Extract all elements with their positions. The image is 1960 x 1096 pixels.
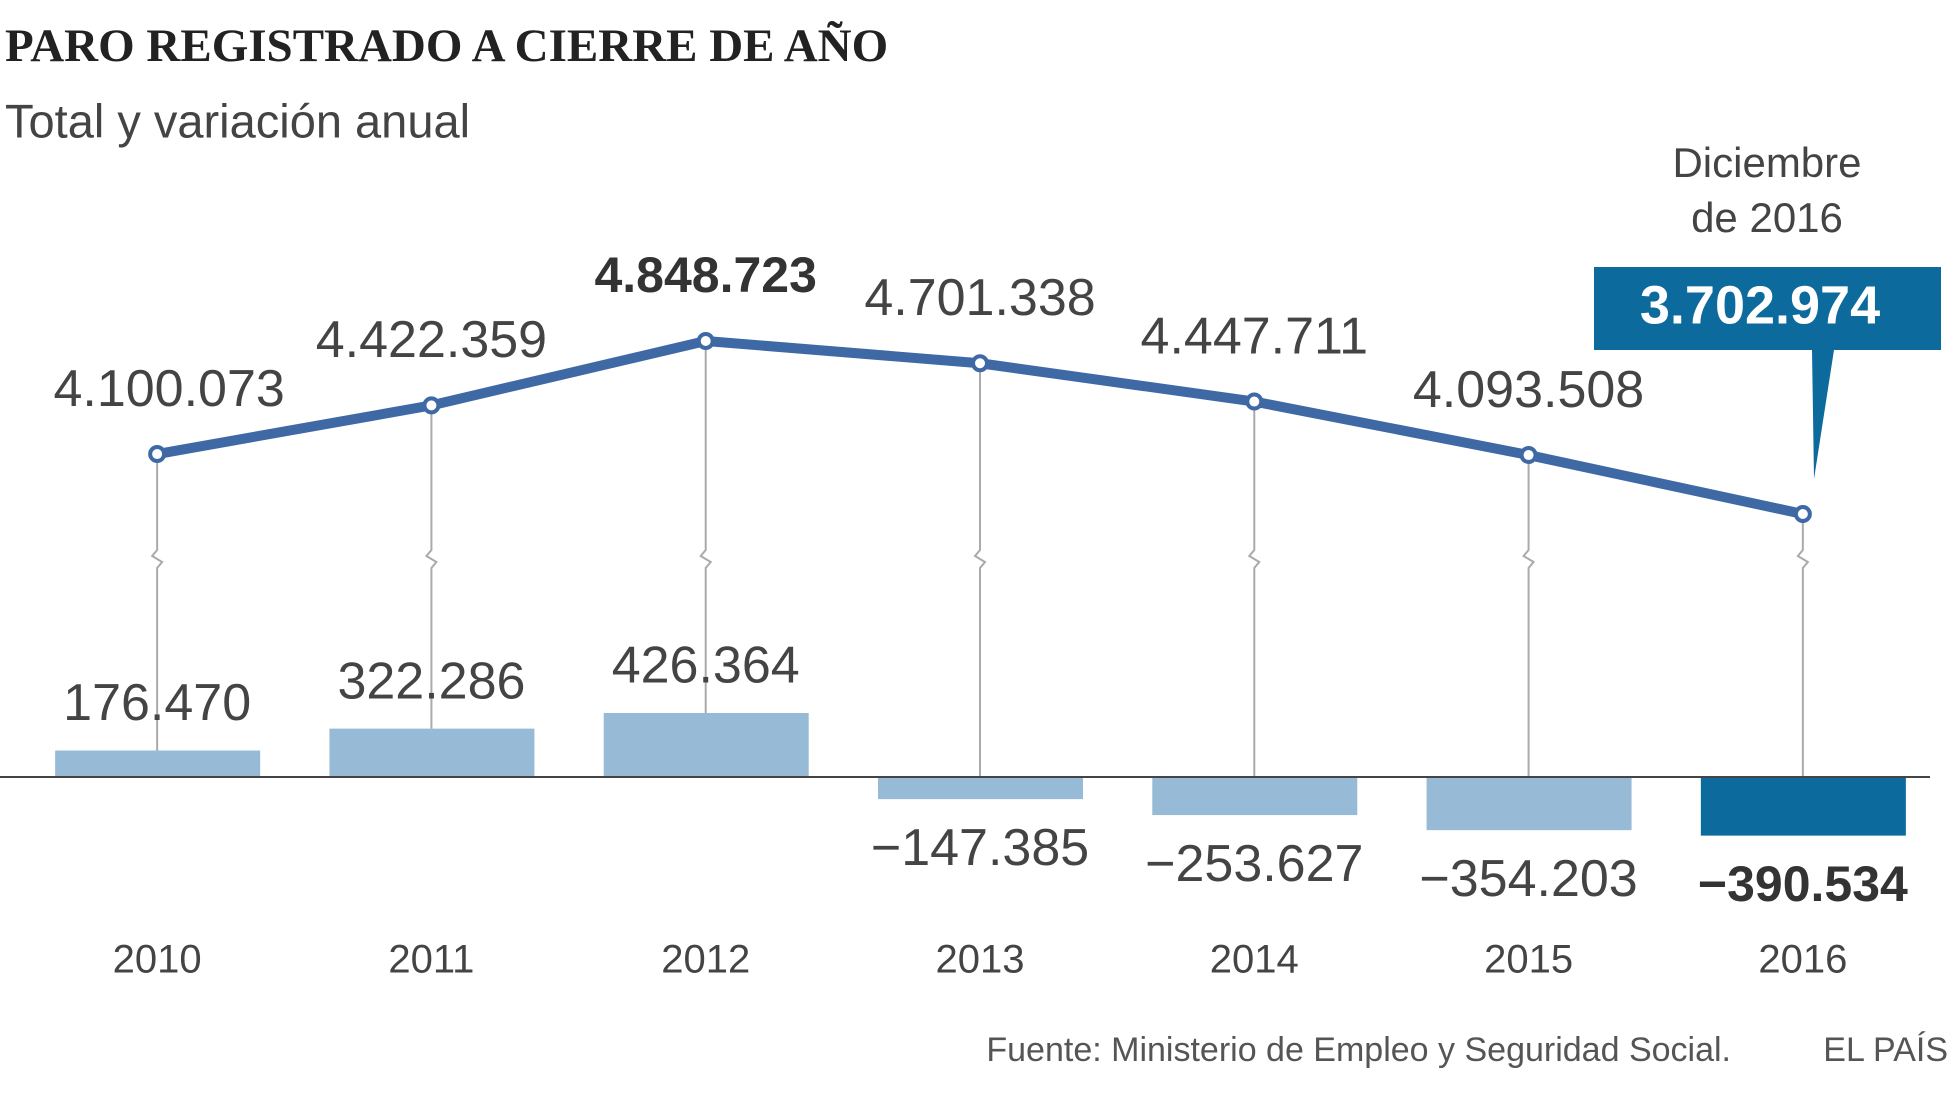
line-point xyxy=(422,396,441,415)
x-tick-label: 2013 xyxy=(936,938,1025,982)
connector xyxy=(699,341,713,713)
line-point xyxy=(1519,446,1538,465)
bar xyxy=(603,713,809,777)
bar-value-label: −253.627 xyxy=(1145,835,1363,893)
connector xyxy=(973,363,987,777)
connector xyxy=(424,405,438,729)
line-value-label: 3.702.974 xyxy=(1640,275,1880,335)
line-point xyxy=(148,445,167,464)
bar xyxy=(55,750,261,777)
title: PARO REGISTRADO A CIERRE DE AÑO xyxy=(5,20,888,72)
annotation: de 2016 xyxy=(1691,194,1843,241)
x-tick-label: 2012 xyxy=(661,938,750,982)
line-value-label: 4.848.723 xyxy=(594,247,816,303)
brand: EL PAÍS xyxy=(1823,1031,1948,1069)
connector xyxy=(150,454,164,751)
bar-value-label: 426.364 xyxy=(612,637,800,695)
line-value-label: 4.447.711 xyxy=(1141,307,1368,365)
bar xyxy=(1152,777,1358,816)
bar-value-label: 176.470 xyxy=(63,674,251,732)
bar xyxy=(878,777,1083,800)
callout-box xyxy=(1594,267,1941,479)
bar-value-label: −354.203 xyxy=(1419,850,1637,908)
bar-value-label: −390.534 xyxy=(1698,856,1908,912)
x-tick-label: 2016 xyxy=(1758,938,1847,982)
bar xyxy=(1426,777,1632,831)
x-tick-label: 2015 xyxy=(1484,938,1573,982)
connector xyxy=(1247,401,1261,777)
bar-value-label: −147.385 xyxy=(871,819,1089,877)
x-tick-label: 2010 xyxy=(113,938,202,982)
x-tick-label: 2014 xyxy=(1210,938,1299,982)
bar-value-label: 322.286 xyxy=(337,652,525,710)
annotation: Diciembre xyxy=(1672,139,1861,186)
source: Fuente: Ministerio de Empleo y Seguridad… xyxy=(986,1031,1731,1069)
line-value-label: 4.093.508 xyxy=(1413,361,1644,419)
line-value-label: 4.100.073 xyxy=(53,360,284,418)
line-point xyxy=(971,354,989,373)
x-tick-label: 2011 xyxy=(388,938,474,982)
line-value-label: 4.701.338 xyxy=(864,269,1095,327)
line-value-label: 4.422.359 xyxy=(316,311,547,369)
subtitle: Total y variación anual xyxy=(5,94,470,147)
line-point xyxy=(1245,392,1264,411)
connector xyxy=(1522,455,1536,777)
bar xyxy=(329,728,535,777)
line-point xyxy=(696,332,715,350)
connectors xyxy=(150,341,1810,777)
connector xyxy=(1796,514,1810,777)
line-point xyxy=(1793,505,1812,523)
bar xyxy=(1700,777,1906,836)
